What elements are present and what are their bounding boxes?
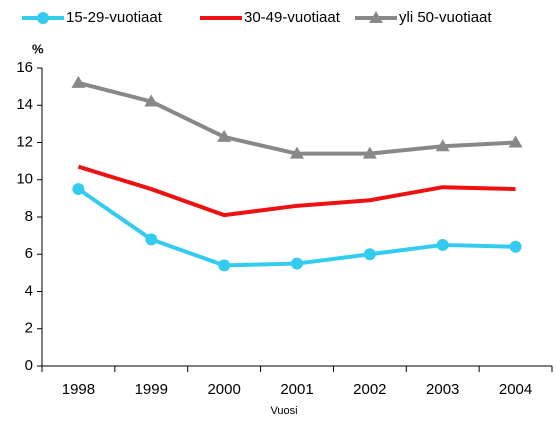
series-marker — [290, 146, 304, 159]
legend-label: yli 50-vuotiaat — [399, 9, 492, 26]
x-tick-label: 2002 — [353, 381, 386, 398]
x-tick-label: 2003 — [426, 381, 459, 398]
series-marker — [71, 75, 86, 88]
series-marker — [145, 233, 158, 246]
x-axis-label: Vuosi — [270, 405, 297, 417]
y-tick-label: 0 — [25, 357, 33, 374]
legend-label: 30-49-vuotiaat — [244, 9, 341, 26]
series-marker — [144, 94, 159, 107]
y-tick-label: 6 — [25, 245, 33, 262]
series-marker — [509, 240, 522, 253]
x-tick-label: 2000 — [207, 381, 240, 398]
y-tick-label: 16 — [16, 59, 33, 76]
series-marker — [362, 146, 377, 159]
series-marker — [291, 257, 303, 270]
series-marker — [508, 135, 523, 148]
y-tick-label: 8 — [25, 208, 33, 225]
series-line — [77, 187, 516, 268]
y-tick-label: 12 — [16, 133, 33, 150]
y-tick-label: 2 — [25, 320, 33, 337]
y-axis-label: % — [32, 41, 44, 56]
x-tick-label: 1999 — [135, 381, 168, 398]
x-tick-label: 2001 — [280, 381, 313, 398]
y-tick-label: 14 — [16, 96, 33, 113]
series-marker — [435, 139, 450, 152]
legend-marker — [369, 11, 383, 23]
series-marker — [436, 238, 449, 251]
y-tick-label: 10 — [16, 171, 33, 188]
series-line — [77, 80, 516, 156]
series-marker — [363, 248, 376, 261]
x-tick-label: 1998 — [62, 381, 95, 398]
legend-marker — [37, 12, 49, 24]
series-marker — [217, 129, 232, 142]
x-tick-label: 2004 — [499, 381, 532, 398]
legend-label: 15-29-vuotiaat — [66, 9, 163, 26]
y-tick-label: 4 — [25, 282, 33, 299]
series-marker — [72, 183, 85, 196]
series-line — [77, 164, 516, 218]
series-marker — [218, 259, 231, 272]
